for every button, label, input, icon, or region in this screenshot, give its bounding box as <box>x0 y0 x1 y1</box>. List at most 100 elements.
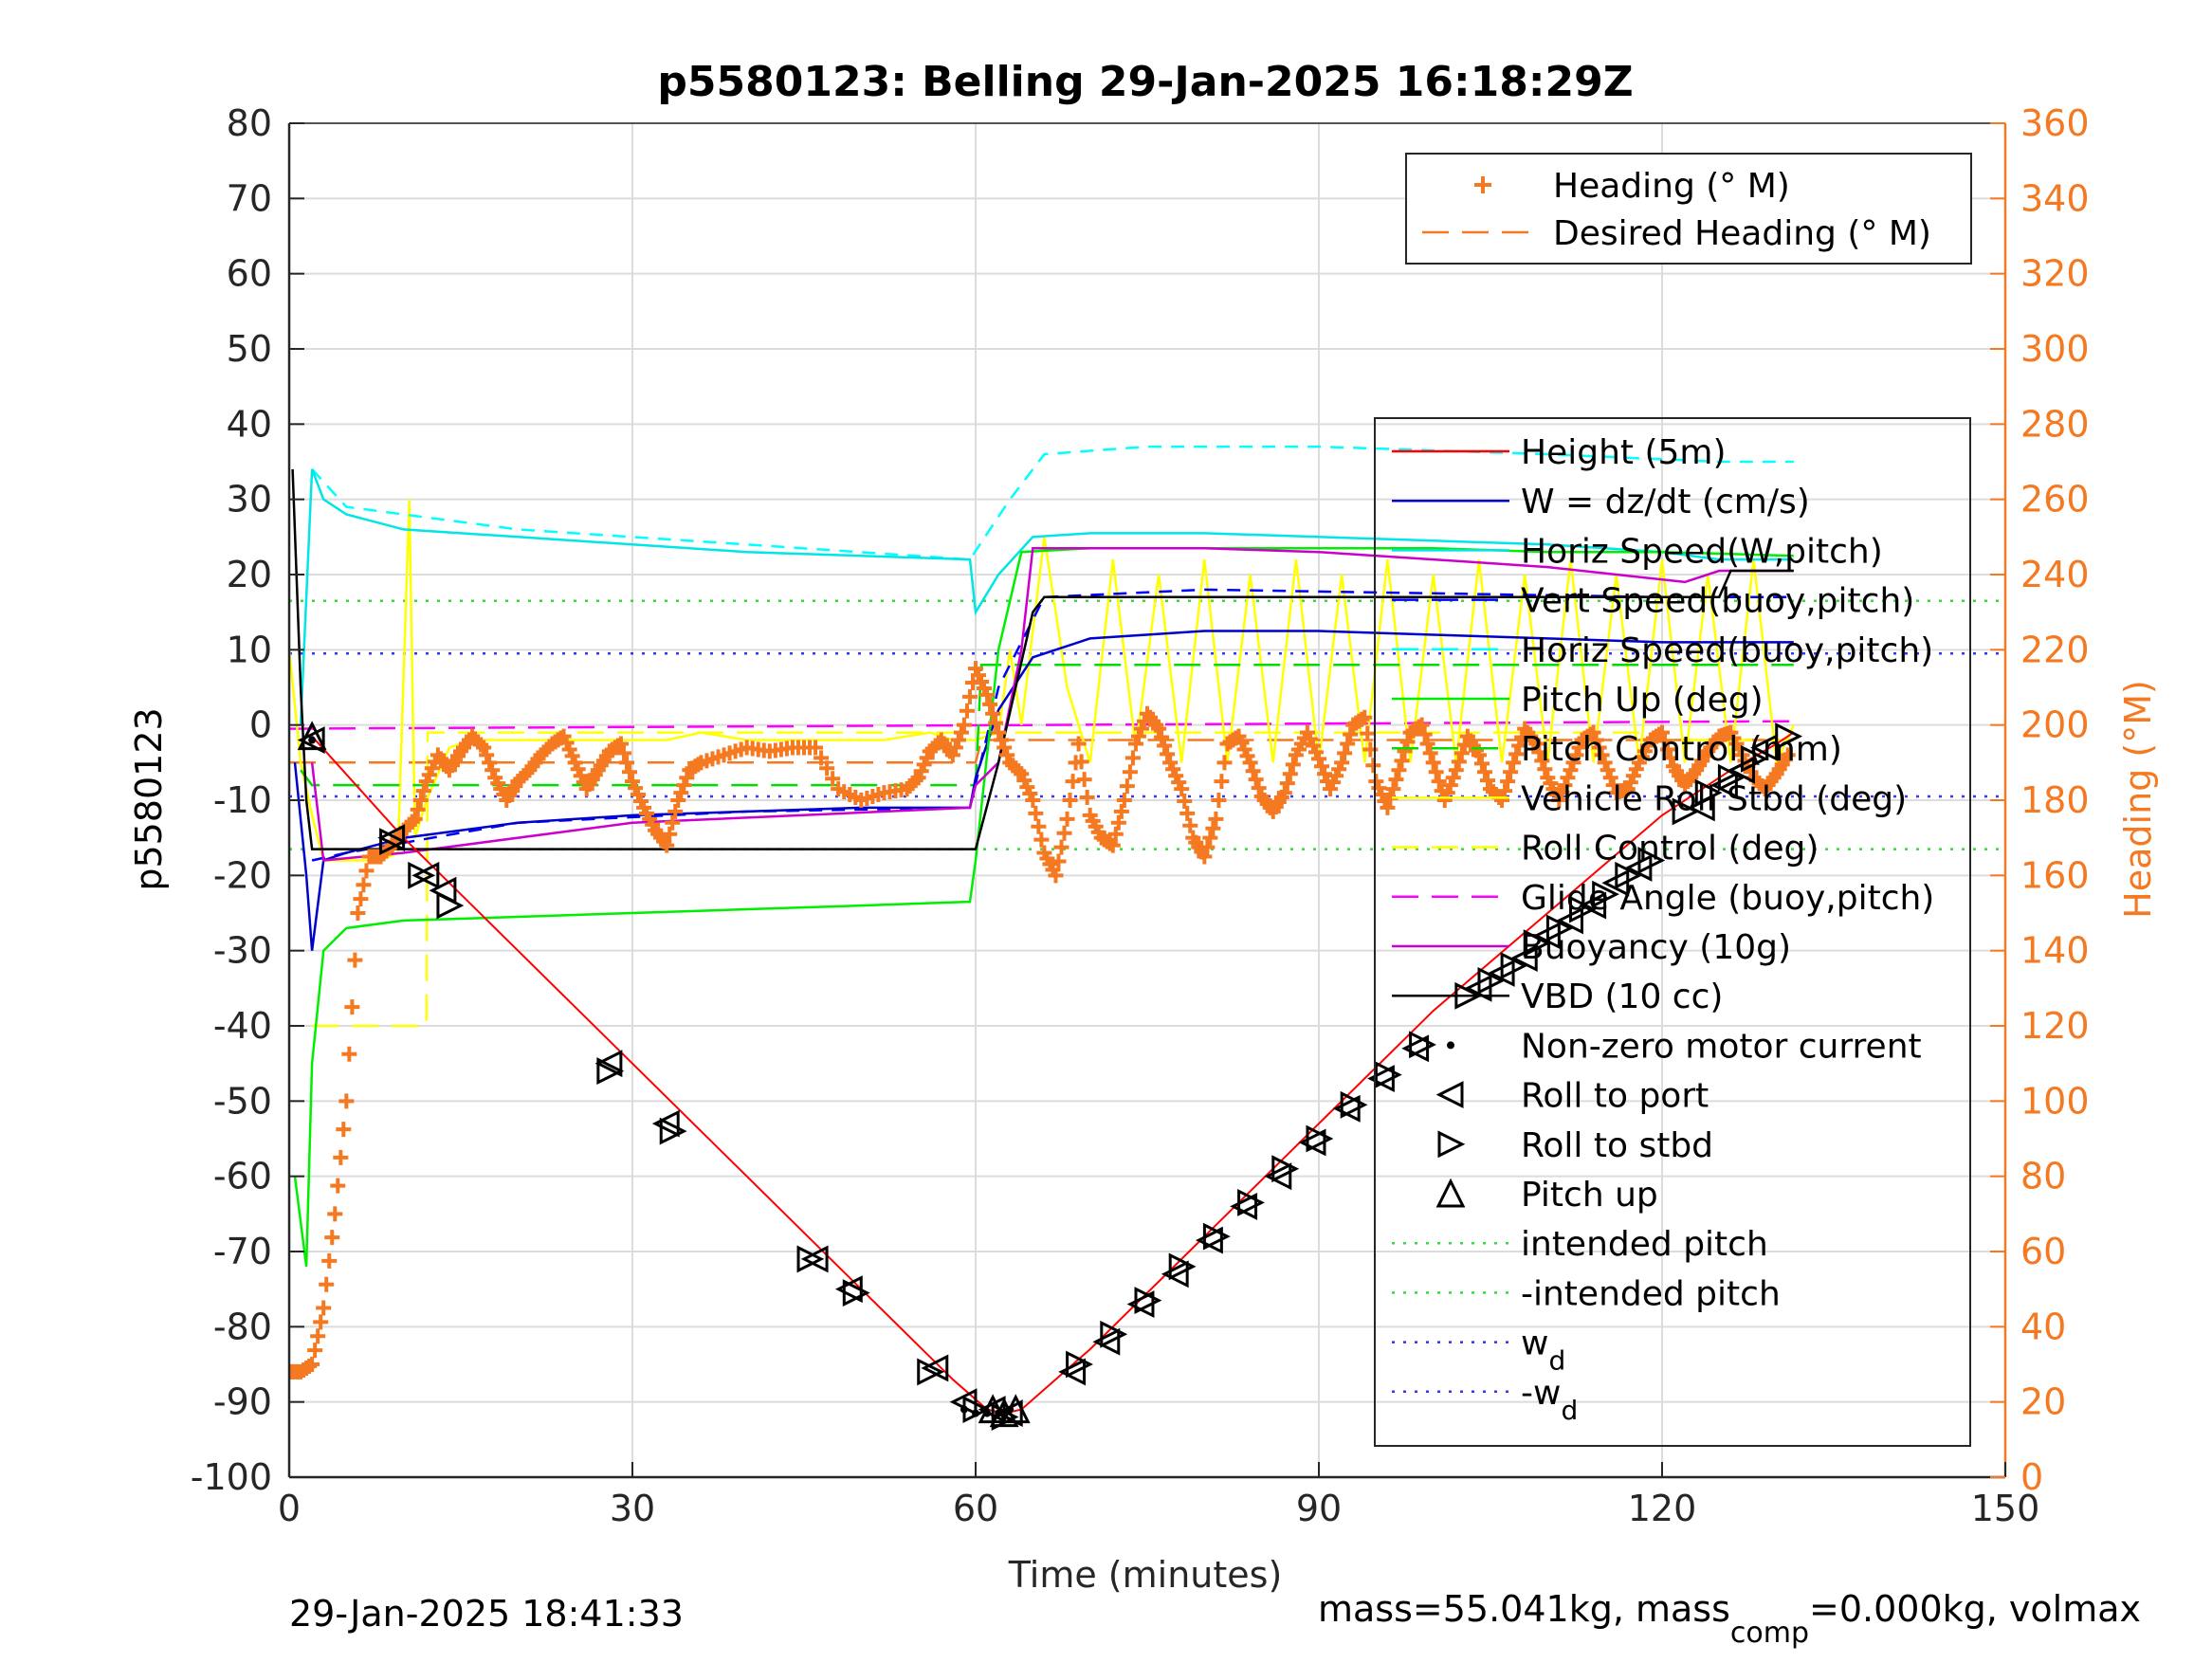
y-tick-label-left: 50 <box>227 328 272 370</box>
heading-point <box>1473 756 1490 772</box>
heading-point <box>618 755 634 771</box>
heading-point <box>1425 755 1441 771</box>
heading-point <box>1571 740 1587 756</box>
heading-point <box>979 686 996 703</box>
heading-point <box>1594 747 1610 763</box>
legend-label: Pitch up <box>1521 1176 1658 1215</box>
legend-label: Vehicle Roll Stbd (deg) <box>1521 779 1907 818</box>
footer-timestamp: 29-Jan-2025 18:41:33 <box>289 1593 684 1635</box>
heading-point <box>1780 747 1796 763</box>
legend-label: Pitch Control (mm) <box>1521 730 1842 769</box>
heading-point <box>1127 736 1143 752</box>
y-tick-label-left: 0 <box>249 704 272 746</box>
series-vehicle-roll-stbd-deg <box>289 499 1795 862</box>
motor-current-dot <box>972 1409 979 1417</box>
roll-to-stbd-marker <box>436 891 465 920</box>
heading-point <box>1442 777 1458 794</box>
heading-point <box>819 760 835 777</box>
series-horiz-speed-buoy-pitch <box>311 445 1794 561</box>
heading-point <box>1557 777 1573 794</box>
heading-point <box>1503 764 1519 780</box>
roll-to-port-marker <box>1058 1358 1087 1386</box>
series-heading <box>289 661 1796 1380</box>
heading-point <box>1130 728 1146 744</box>
heading-point <box>670 793 686 808</box>
legend-swatch <box>1435 1178 1466 1208</box>
roll-to-stbd-marker <box>1271 1155 1300 1183</box>
roll-to-stbd-marker <box>1523 929 1551 958</box>
heading-point <box>667 803 684 819</box>
heading-point <box>1479 773 1495 789</box>
heading-point <box>1107 826 1124 842</box>
heading-point <box>1031 818 1047 834</box>
heading-point <box>1059 811 1075 827</box>
y-tick-label-right: 160 <box>2020 854 2090 896</box>
heading-point <box>476 740 492 756</box>
heading-point <box>1448 762 1464 778</box>
heading-point <box>330 1178 346 1194</box>
heading-point <box>1056 825 1072 841</box>
heading-point <box>1182 817 1198 833</box>
y-tick-label-left: -60 <box>213 1156 272 1197</box>
chart-title: p5580123: Belling 29-Jan-2025 16:18:29Z <box>657 58 1633 106</box>
roll-to-port-marker <box>1161 1260 1189 1288</box>
heading-point <box>1343 726 1359 742</box>
x-tick-label: 30 <box>610 1488 655 1529</box>
heading-point <box>1399 734 1416 750</box>
legend-label: VBD (10 cc) <box>1521 978 1723 1016</box>
roll-to-stbd-marker <box>1477 966 1506 995</box>
legend-label: W = dz/dt (cm/s) <box>1521 483 1810 521</box>
heading-point <box>1062 793 1078 808</box>
y-tick-label-left: 40 <box>227 403 272 445</box>
roll-to-stbd-marker <box>1340 1090 1368 1119</box>
legend-label: Glide Angle (buoy,pitch) <box>1521 879 1934 918</box>
heading-point <box>327 1206 343 1222</box>
legend-label: Roll Control (deg) <box>1521 830 1819 868</box>
legend-label: Pitch Up (deg) <box>1521 681 1764 720</box>
heading-point <box>665 814 681 831</box>
heading-point <box>1214 774 1230 790</box>
heading-point <box>1453 745 1470 761</box>
y-tick-label-left: 60 <box>227 253 272 295</box>
heading-point <box>1534 753 1550 769</box>
legend-label: Roll to port <box>1521 1077 1709 1116</box>
legend-label: intended pitch <box>1521 1225 1768 1264</box>
heading-point <box>988 715 1004 731</box>
heading-point <box>1531 744 1547 760</box>
heading-point <box>415 783 431 799</box>
y-tick-label-right: 240 <box>2020 554 2090 595</box>
heading-point <box>1282 766 1298 782</box>
roll-to-port-marker <box>377 824 406 852</box>
heading-point <box>1537 761 1553 777</box>
roll-to-port-marker <box>1092 1327 1121 1356</box>
heading-point <box>1585 724 1601 740</box>
heading-point <box>1654 724 1670 740</box>
y-tick-label-left: -80 <box>213 1306 272 1347</box>
roll-to-stbd-marker <box>1545 914 1574 942</box>
heading-point <box>1070 736 1087 752</box>
heading-point <box>1497 783 1513 799</box>
footer-mass-sub: comp <box>1730 1617 1809 1650</box>
heading-point <box>1431 774 1447 790</box>
heading-point <box>410 801 426 817</box>
heading-point <box>1365 758 1381 774</box>
heading-point <box>1119 778 1135 795</box>
heading-point <box>956 717 972 733</box>
motor-current-dot <box>1006 1405 1015 1414</box>
heading-point <box>1528 736 1545 752</box>
heading-point <box>1337 745 1353 761</box>
heading-point <box>1551 793 1567 808</box>
roll-to-stbd-marker <box>379 828 407 856</box>
heading-point <box>479 747 495 763</box>
heading-point <box>1073 754 1089 770</box>
legend-label-sub: d <box>1561 1395 1578 1426</box>
heading-point <box>1554 785 1570 801</box>
footer-mass-rest: =0.000kg, volmax <box>1809 1588 2141 1630</box>
heading-point <box>1436 793 1453 808</box>
roll-to-stbd-marker <box>1100 1320 1128 1348</box>
heading-point <box>1033 832 1050 848</box>
heading-point <box>1602 770 1618 786</box>
heading-point <box>407 811 423 827</box>
motor-current-dot <box>308 736 317 744</box>
legend-heading-box <box>1405 153 1972 265</box>
